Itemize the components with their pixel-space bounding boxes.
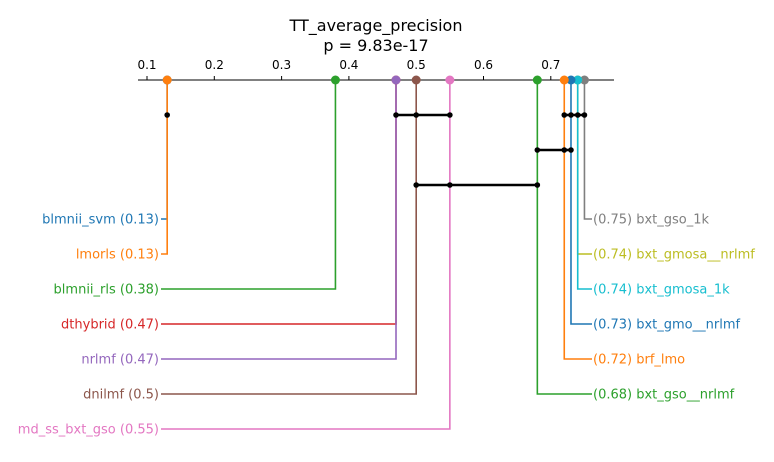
- method-line-md_ss_bxt_gso: [161, 80, 451, 430]
- tick-label: 0.7: [541, 58, 560, 72]
- method-label-blmnii_rls: blmnii_rls (0.38): [54, 283, 159, 298]
- method-label-dthybrid: dthybrid (0.47): [61, 318, 159, 333]
- clique-dot: [393, 112, 399, 118]
- method-line-nrlmf: [161, 80, 397, 360]
- clique-dot: [568, 147, 574, 153]
- axis-markers: [162, 75, 589, 85]
- axis-marker-nrlmf: [391, 75, 401, 85]
- chart-title: TT_average_precision: [289, 16, 463, 36]
- method-label-bxt_gmosa__nrlmf: (0.74) bxt_gmosa__nrlmf: [593, 248, 755, 263]
- method-label-bxt_gso__nrlmf: (0.68) bxt_gso__nrlmf: [593, 388, 735, 403]
- clique-dot: [413, 112, 420, 118]
- axis-marker-brf_lmo: [559, 75, 569, 85]
- axis-marker-bxt_gmosa_1k: [573, 75, 583, 85]
- clique-dot: [413, 182, 420, 188]
- tick-label: 0.2: [205, 58, 224, 72]
- method-label-bxt_gmosa_1k: (0.74) bxt_gmosa_1k: [593, 283, 730, 298]
- method-line-bxt_gmosa_1k: [576, 80, 592, 290]
- clique-dot: [534, 147, 541, 153]
- tick-label: 0.5: [407, 58, 426, 72]
- clique-dot: [561, 112, 568, 118]
- clique-dot: [561, 147, 568, 153]
- axis-marker-dnilmf: [411, 75, 421, 85]
- clique-dot: [447, 112, 453, 118]
- clique-dot: [568, 112, 574, 118]
- tick-label: 0.1: [137, 58, 156, 72]
- method-label-md_ss_bxt_gso: md_ss_bxt_gso (0.55): [18, 423, 159, 438]
- method-line-dnilmf: [161, 80, 418, 395]
- method-lines: [161, 80, 592, 430]
- tick-label: 0.4: [339, 58, 358, 72]
- axis-marker-md_ss_bxt_gso: [445, 75, 455, 85]
- axis-marker-bxt_gso_1k: [579, 75, 589, 85]
- method-label-brf_lmo: (0.72) brf_lmo: [593, 353, 685, 368]
- tick-label: 0.3: [272, 58, 291, 72]
- clique-dot: [164, 112, 170, 118]
- method-label-bxt_gmo__nrlmf: (0.73) bxt_gmo__nrlmf: [593, 318, 740, 333]
- method-line-lmorls: [161, 80, 168, 255]
- method-label-blmnii_svm: blmnii_svm (0.13): [42, 213, 159, 228]
- method-label-bxt_gso_1k: (0.75) bxt_gso_1k: [593, 213, 710, 228]
- method-line-dthybrid: [161, 80, 397, 325]
- tick-label: 0.6: [474, 58, 493, 72]
- clique-dot: [574, 112, 581, 118]
- method-label-lmorls: lmorls (0.13): [76, 248, 159, 263]
- method-labels: blmnii_svm (0.13) lmorls (0.13) blmnii_rls…: [18, 213, 755, 438]
- axis-marker-lmorls: [162, 75, 172, 85]
- clique-dot: [534, 182, 541, 188]
- method-line-blmnii_rls: [161, 80, 337, 290]
- axis-marker-bxt_gso__nrlmf: [532, 75, 542, 85]
- clique-bars: [164, 112, 588, 188]
- axis-marker-bxt_gmo__nrlmf: [566, 75, 576, 85]
- method-label-nrlmf: nrlmf (0.47): [81, 353, 159, 368]
- method-line-brf_lmo: [563, 80, 592, 360]
- method-line-blmnii_svm: [161, 80, 168, 220]
- method-line-bxt_gmo__nrlmf: [570, 80, 592, 325]
- clique-dot: [581, 112, 588, 118]
- axis-marker-blmnii_rls: [330, 75, 340, 85]
- method-label-dnilmf: dnilmf (0.5): [83, 388, 159, 403]
- rank-axis: 0.1 0.2 0.3 0.4 0.5 0.6 0.7: [137, 58, 614, 81]
- chart-subtitle: p = 9.83e-17: [323, 36, 428, 55]
- method-line-bxt_gso_1k: [583, 80, 592, 220]
- clique-dot: [447, 182, 453, 188]
